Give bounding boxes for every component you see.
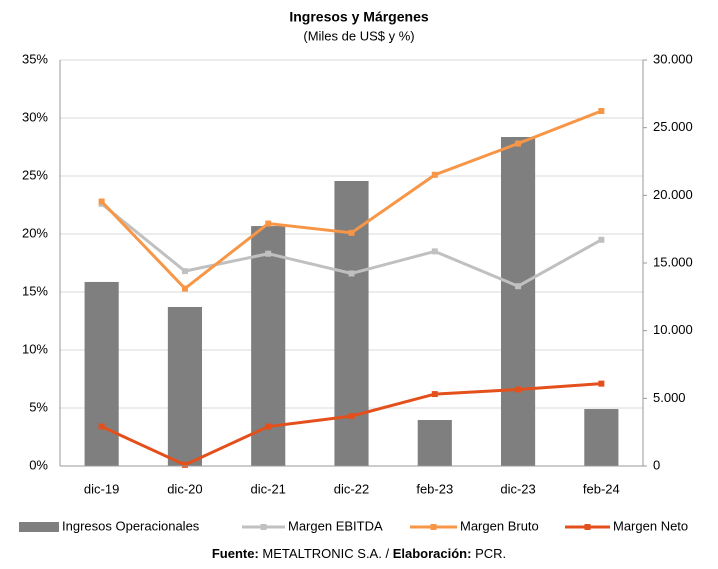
marker — [598, 108, 605, 115]
y-tick-label: 15% — [22, 283, 48, 298]
legend-marker — [260, 524, 267, 530]
marker — [265, 220, 272, 227]
y-tick-label: 10% — [22, 341, 48, 356]
y-tick-label: 25% — [22, 167, 48, 182]
chart-subtitle: (Miles de US$ y %) — [303, 28, 414, 43]
source-label: Fuente: — [212, 546, 259, 561]
legend-label: Margen Neto — [613, 518, 688, 533]
marker — [598, 236, 605, 243]
x-tick-label: dic-21 — [251, 481, 286, 496]
y2-tick-label: 25.000 — [653, 119, 693, 134]
x-tick-label: dic-23 — [500, 481, 535, 496]
x-tick-label: feb-23 — [416, 481, 453, 496]
legend-swatch — [19, 522, 59, 532]
y-tick-label: 20% — [22, 225, 48, 240]
bar — [251, 226, 286, 466]
y2-tick-label: 10.000 — [653, 322, 693, 337]
marker — [98, 198, 105, 205]
marker — [431, 248, 438, 255]
marker — [265, 250, 272, 257]
marker — [515, 283, 522, 290]
x-tick-label: feb-24 — [583, 481, 620, 496]
y2-tick-label: 20.000 — [653, 187, 693, 202]
y-tick-label: 30% — [22, 109, 48, 124]
marker — [181, 461, 188, 468]
marker — [98, 423, 105, 430]
marker — [598, 380, 605, 387]
bar — [84, 281, 119, 466]
bar — [500, 137, 536, 466]
legend-label: Margen EBITDA — [288, 518, 383, 533]
marker — [181, 268, 188, 275]
x-tick-label: dic-22 — [334, 481, 369, 496]
source-label: Elaboración: — [393, 546, 472, 561]
source-text: PCR. — [475, 546, 506, 561]
marker — [515, 140, 522, 147]
source-note: Fuente: METALTRONIC S.A. / Elaboración: … — [212, 546, 506, 561]
marker — [348, 413, 355, 420]
bar — [417, 419, 452, 466]
y-tick-label: 5% — [29, 399, 48, 414]
marker — [348, 229, 355, 236]
marker — [181, 285, 188, 292]
y2-tick-label: 15.000 — [653, 254, 693, 269]
marker — [515, 386, 522, 393]
legend-marker — [430, 524, 437, 530]
marker — [265, 423, 272, 430]
source-text: METALTRONIC S.A. / — [262, 546, 389, 561]
bar — [584, 409, 619, 466]
bar — [167, 306, 203, 466]
y2-tick-label: 30.000 — [653, 51, 693, 66]
chart-title: Ingresos y Márgenes — [289, 9, 428, 25]
y2-tick-label: 5.000 — [653, 390, 686, 405]
legend-label: Margen Bruto — [460, 518, 539, 533]
marker — [431, 391, 438, 398]
marker — [348, 270, 355, 277]
y-tick-label: 0% — [29, 457, 48, 472]
x-tick-label: dic-19 — [84, 481, 119, 496]
legend-marker — [584, 524, 591, 530]
x-tick-label: dic-20 — [167, 481, 202, 496]
y-tick-label: 35% — [22, 51, 48, 66]
marker — [431, 171, 438, 178]
legend-label: Ingresos Operacionales — [62, 518, 200, 533]
y2-tick-label: 0 — [653, 457, 660, 472]
